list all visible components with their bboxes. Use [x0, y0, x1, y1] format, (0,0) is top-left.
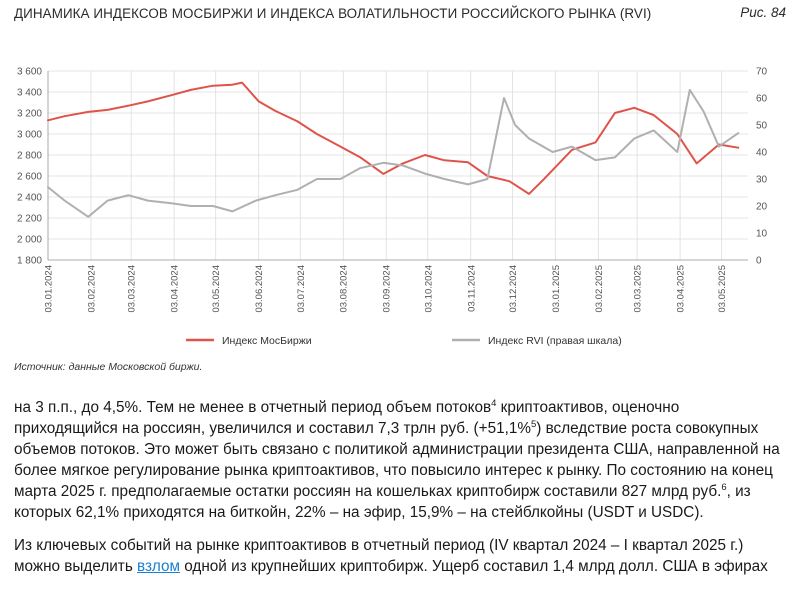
y-tick-label-left: 2 200: [17, 214, 42, 225]
x-tick-label: 03.06.2024: [254, 265, 265, 313]
y-tick-label-left: 2 400: [17, 193, 42, 204]
y-tick-label-left: 3 000: [17, 130, 42, 141]
rvi-index-line: [47, 88, 740, 218]
figure-label: Рис. 84: [740, 5, 786, 20]
y-tick-label-right: 50: [756, 121, 768, 132]
y-tick-label-left: 2 800: [17, 151, 42, 162]
x-tick-label: 03.03.2024: [127, 265, 138, 313]
x-tick-label: 03.02.2025: [594, 265, 605, 313]
chart-title: ДИНАМИКА ИНДЕКСОВ МОСБИРЖИ И ИНДЕКСА ВОЛ…: [14, 6, 652, 21]
x-tick-label: 03.09.2024: [382, 265, 393, 313]
y-tick-label-left: 3 400: [17, 88, 42, 99]
y-tick-label-left: 3 600: [17, 67, 42, 78]
x-tick-label: 03.01.2024: [44, 265, 55, 313]
source-note: Источник: данные Московской биржи.: [14, 361, 203, 373]
y-tick-label-right: 60: [756, 94, 768, 105]
moex-index-line: [47, 81, 740, 195]
article-text: на 3 п.п., до 4,5%. Тем не менее в отчет…: [14, 397, 784, 577]
paragraph-1: на 3 п.п., до 4,5%. Тем не менее в отчет…: [14, 397, 780, 521]
chart: 1 800 2 000 2 200 2 400 2 600 2 800 3 000 3 200…: [17, 67, 768, 348]
x-tick-label: 03.05.2025: [717, 265, 728, 313]
x-tick-label: 03.12.2024: [508, 265, 519, 313]
y-tick-label-right: 30: [756, 175, 768, 186]
paragraph-2: Из ключевых событий на рынке криптоактив…: [14, 537, 768, 575]
chart-header: ДИНАМИКА ИНДЕКСОВ МОСБИРЖИ И ИНДЕКСА ВОЛ…: [14, 4, 786, 26]
y-tick-label-right: 70: [756, 67, 768, 78]
x-tick-label: 03.03.2025: [633, 265, 644, 313]
y-tick-label-right: 0: [756, 256, 762, 267]
y-tick-label-left: 2 600: [17, 172, 42, 183]
x-tick-label: 03.04.2024: [170, 265, 181, 313]
y-tick-label-right: 10: [756, 229, 768, 240]
y-tick-label-right: 20: [756, 202, 768, 213]
y-tick-label-left: 3 200: [17, 109, 42, 120]
y-tick-label-left: 2 000: [17, 235, 42, 246]
legend-label: Индекс RVI (правая шкала): [488, 335, 622, 347]
x-tick-label: 03.05.2024: [211, 265, 222, 313]
legend-label: Индекс МосБиржи: [222, 335, 312, 347]
x-tick-label: 03.01.2025: [551, 265, 562, 313]
y-tick-label-right: 40: [756, 148, 768, 159]
x-tick-label: 03.10.2024: [423, 265, 434, 313]
y-tick-label-left: 1 800: [17, 256, 42, 267]
x-tick-label: 03.04.2025: [676, 265, 687, 313]
x-tick-label: 03.11.2024: [466, 265, 477, 312]
x-tick-label: 03.02.2024: [86, 265, 97, 313]
hack-link[interactable]: взлом: [137, 558, 180, 575]
x-tick-label: 03.08.2024: [339, 265, 350, 313]
x-tick-label: 03.07.2024: [296, 265, 307, 313]
